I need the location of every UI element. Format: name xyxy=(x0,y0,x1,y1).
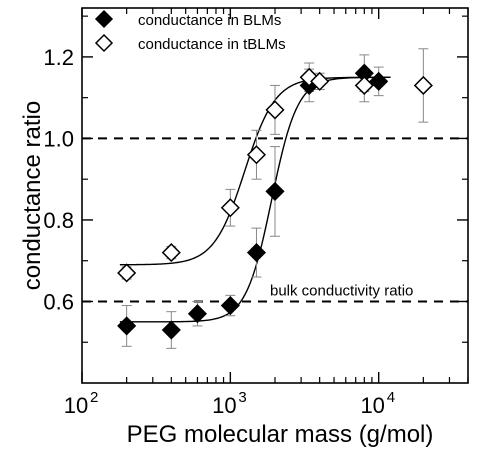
x-tick-label-0: 10 xyxy=(64,393,88,418)
data-point-s1-8 xyxy=(413,75,433,96)
fit-curve-1 xyxy=(119,76,391,266)
bulk-conductivity-label: bulk conductivity ratio xyxy=(270,282,413,299)
data-point-s1-6 xyxy=(310,71,330,91)
y-tick-label-2: 1.0 xyxy=(43,126,74,151)
data-point-s1-7 xyxy=(354,75,374,96)
legend-item-tblm: conductance in tBLMs xyxy=(94,33,286,53)
data-point-s0-4 xyxy=(246,243,267,263)
data-point-s1-4 xyxy=(265,100,285,120)
legend-label-tblm: conductance in tBLMs xyxy=(138,36,286,53)
tick-labels: 0.60.81.01.210 2 10 3 10 4 xyxy=(43,45,395,418)
data-point-s0-3 xyxy=(220,295,240,316)
data-points xyxy=(117,63,433,340)
y-tick-label-0: 0.6 xyxy=(43,289,74,314)
fit-curves xyxy=(119,76,391,323)
data-point-s1-2 xyxy=(220,198,240,218)
data-point-s1-1 xyxy=(161,243,181,263)
x-axis-title: PEG molecular mass (g/mol) xyxy=(127,421,434,448)
data-point-s0-5 xyxy=(265,181,285,201)
data-point-s0-0 xyxy=(117,316,137,336)
legend-marker-blm xyxy=(94,9,114,29)
legend-marker-tblm xyxy=(94,33,114,53)
x-tick-exponent-2: 4 xyxy=(387,389,395,406)
data-point-s0-1 xyxy=(161,320,181,340)
data-point-s1-0 xyxy=(117,263,137,283)
x-tick-label-2: 10 xyxy=(360,393,384,418)
data-point-s0-2 xyxy=(187,304,207,324)
x-tick-exponent-1: 3 xyxy=(238,389,246,406)
reference-lines xyxy=(82,137,468,303)
y-tick-label-3: 1.2 xyxy=(43,45,74,70)
legend-item-blm: conductance in BLMs xyxy=(94,9,281,29)
x-tick-exponent-0: 2 xyxy=(90,389,98,406)
data-point-s1-5 xyxy=(299,67,319,87)
axis-ticks xyxy=(81,8,469,383)
data-point-s0-8 xyxy=(369,71,389,91)
data-point-s1-3 xyxy=(246,145,267,165)
x-tick-label-1: 10 xyxy=(212,393,236,418)
legend: conductance in BLMs conductance in tBLMs xyxy=(94,9,286,53)
y-axis-title: conductance ratio xyxy=(19,101,46,290)
y-tick-label-1: 0.8 xyxy=(43,208,74,233)
legend-label-blm: conductance in BLMs xyxy=(138,12,281,29)
